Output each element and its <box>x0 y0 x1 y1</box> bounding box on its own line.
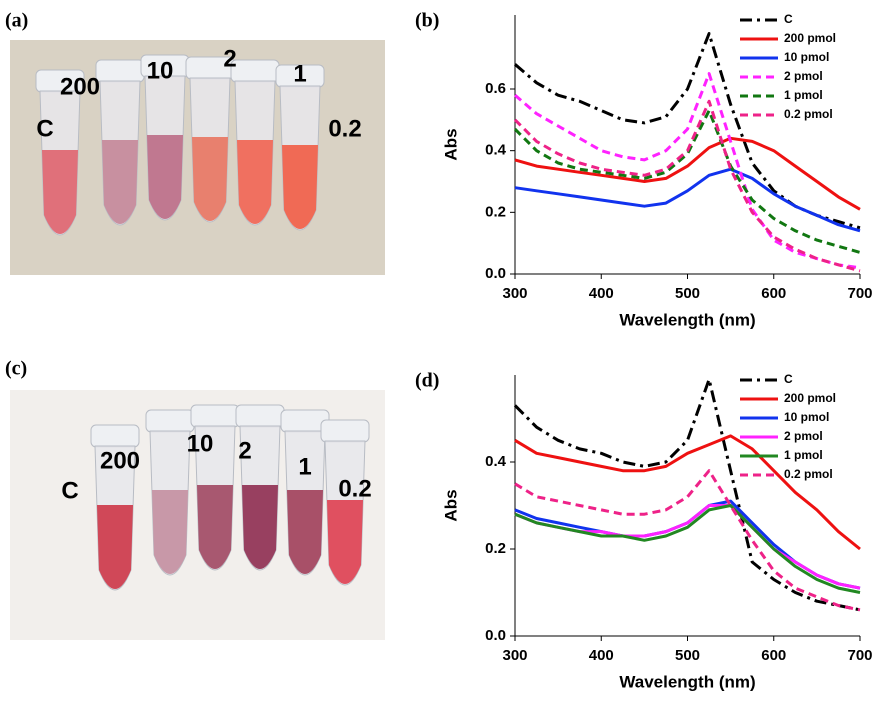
x-tick-label: 600 <box>761 647 786 664</box>
y-tick-label: 0.0 <box>485 265 506 282</box>
x-tick-label: 600 <box>761 285 786 302</box>
tube-label: 1 <box>298 453 311 480</box>
tube-label: 1 <box>293 60 306 87</box>
legend-label: 2 pmol <box>784 69 823 83</box>
panel-label: (a) <box>5 10 28 32</box>
y-axis-label: Abs <box>441 489 460 521</box>
series-line <box>514 469 861 612</box>
x-tick-label: 500 <box>675 285 700 302</box>
tube-label: 10 <box>187 430 214 457</box>
tube-cap <box>90 424 140 448</box>
series-line <box>513 99 861 273</box>
x-axis-label: Wavelength (nm) <box>619 310 755 329</box>
legend-label: 2 pmol <box>784 429 823 443</box>
tube-cap <box>145 409 195 433</box>
tube-label: 200 <box>100 447 140 474</box>
legend-label: C <box>784 372 793 386</box>
tube-label: 0.2 <box>328 115 361 142</box>
series-line <box>514 167 861 233</box>
x-axis-label: Wavelength (nm) <box>619 672 755 691</box>
x-tick-label: 700 <box>847 285 872 302</box>
legend-label: 0.2 pmol <box>784 467 833 481</box>
y-tick-label: 0.4 <box>485 142 507 159</box>
legend-label: 10 pmol <box>784 410 829 424</box>
legend-label: 10 pmol <box>784 50 829 64</box>
tube-liquid <box>102 140 138 224</box>
legend-label: 200 pmol <box>784 391 836 405</box>
x-tick-label: 400 <box>589 647 614 664</box>
y-tick-label: 0.4 <box>485 453 507 470</box>
tube-liquid <box>42 150 78 234</box>
legend-label: 0.2 pmol <box>784 107 833 121</box>
tube-label: 2 <box>238 437 251 464</box>
tube-cap <box>190 404 240 428</box>
tube-label: 10 <box>147 57 174 84</box>
tube-label: C <box>36 115 53 142</box>
series-line <box>513 109 861 254</box>
x-tick-label: 700 <box>847 647 872 664</box>
legend-label: 200 pmol <box>784 31 836 45</box>
panel-label: (c) <box>5 358 27 380</box>
tube-label: C <box>61 477 78 504</box>
tube-cap <box>320 419 370 443</box>
x-tick-label: 400 <box>589 285 614 302</box>
tube-liquid <box>327 500 363 584</box>
tube-label: 2 <box>223 45 236 72</box>
x-tick-label: 500 <box>675 647 700 664</box>
tube-liquid <box>242 485 278 569</box>
legend-label: 1 pmol <box>784 88 823 102</box>
y-tick-label: 0.6 <box>485 80 506 97</box>
panel-label: (d) <box>415 370 439 392</box>
tube-liquid <box>97 505 133 589</box>
y-tick-label: 0.0 <box>485 627 506 644</box>
series-line <box>514 136 861 211</box>
x-tick-label: 300 <box>502 285 527 302</box>
tube-liquid <box>287 490 323 574</box>
tube-cap <box>235 404 285 428</box>
tube-liquid <box>152 490 188 574</box>
tube-liquid <box>282 145 318 229</box>
y-axis-label: Abs <box>441 128 460 160</box>
series-line <box>514 434 861 551</box>
tube-label: 200 <box>60 73 100 100</box>
tube-liquid <box>147 135 183 219</box>
tube-liquid <box>237 140 273 224</box>
tube-cap <box>95 59 145 83</box>
y-tick-label: 0.2 <box>485 540 506 557</box>
legend-label: 1 pmol <box>784 448 823 462</box>
x-tick-label: 300 <box>502 647 527 664</box>
tube-cap <box>230 59 280 83</box>
series-line <box>514 72 861 270</box>
series-line <box>513 377 861 612</box>
legend-label: C <box>784 12 793 26</box>
y-tick-label: 0.2 <box>485 203 506 220</box>
tube-liquid <box>192 137 228 221</box>
panel-label: (b) <box>415 10 439 32</box>
series-line <box>514 504 861 594</box>
tube-label: 0.2 <box>338 475 371 502</box>
tube-liquid <box>197 485 233 569</box>
